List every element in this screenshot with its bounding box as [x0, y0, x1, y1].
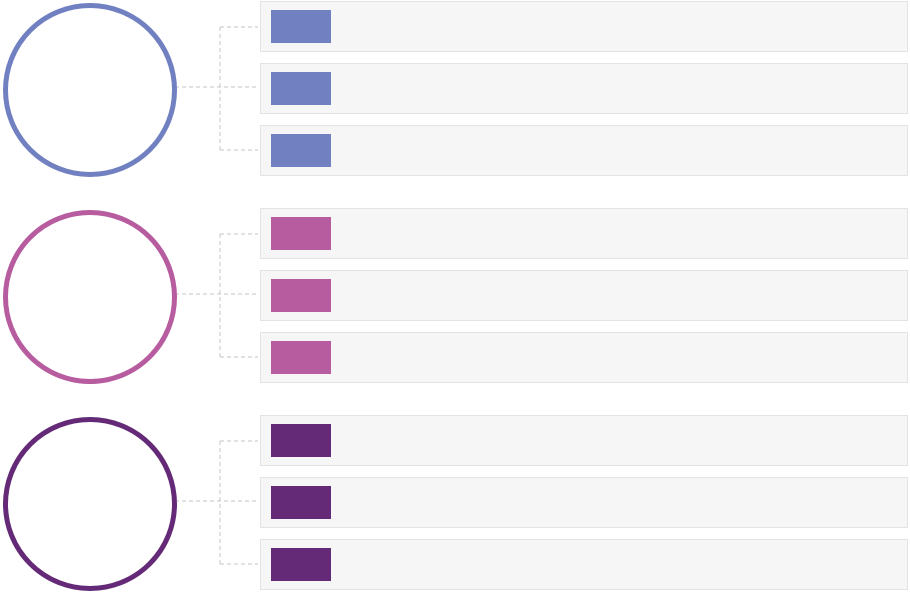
connector-lines — [175, 440, 258, 565]
list-item — [260, 1, 908, 52]
group-1 — [0, 0, 910, 178]
list-item — [260, 332, 908, 383]
color-chip — [271, 10, 331, 43]
color-chip — [271, 486, 331, 519]
color-chip — [271, 424, 331, 457]
group-2 — [0, 207, 910, 385]
list-item — [260, 270, 908, 321]
connector-lines — [175, 26, 258, 151]
group-3 — [0, 414, 910, 592]
connector-lines — [175, 233, 258, 358]
color-chip — [271, 217, 331, 250]
list-item — [260, 63, 908, 114]
list-item — [260, 415, 908, 466]
color-chip — [271, 341, 331, 374]
color-chip — [271, 72, 331, 105]
group-circle — [3, 417, 177, 591]
color-chip — [271, 548, 331, 581]
color-chip — [271, 134, 331, 167]
list-item — [260, 208, 908, 259]
list-item — [260, 477, 908, 528]
list-item — [260, 539, 908, 590]
group-circle — [3, 3, 177, 177]
list-item — [260, 125, 908, 176]
group-circle — [3, 210, 177, 384]
color-chip — [271, 279, 331, 312]
